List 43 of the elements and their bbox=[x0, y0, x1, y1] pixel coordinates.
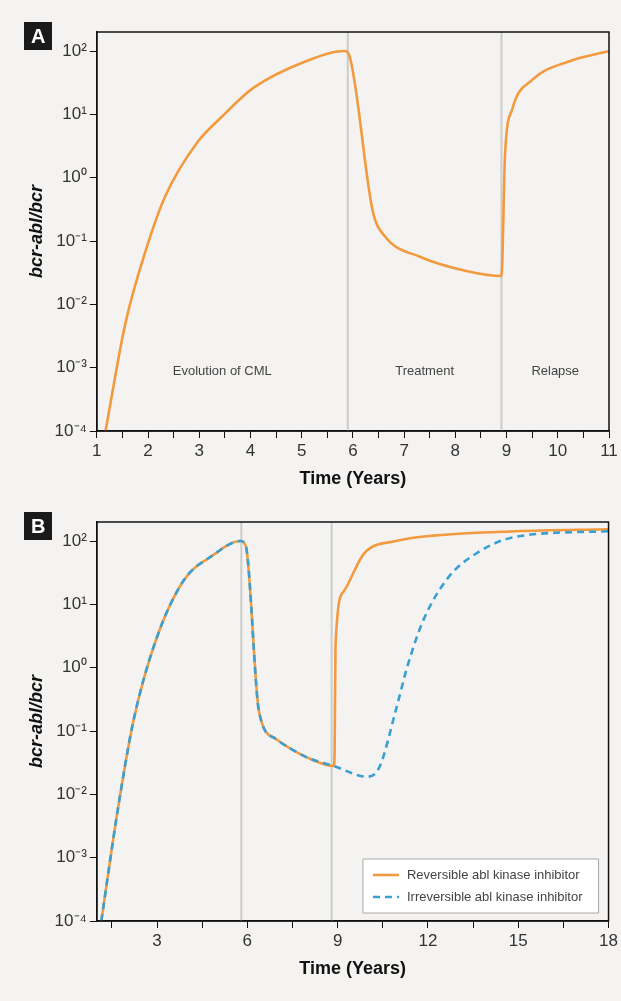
x-tick-label: 8 bbox=[450, 440, 461, 460]
line-series bbox=[104, 49, 611, 433]
x-tick-label: 2 bbox=[143, 440, 153, 460]
x-tick-label: 12 bbox=[418, 930, 438, 950]
x-tick-label: 15 bbox=[508, 930, 528, 950]
y-axis-title: bcr-abl/bcr bbox=[25, 674, 46, 769]
y-tick-label: 10⁰ bbox=[61, 657, 87, 677]
x-tick-label: 3 bbox=[194, 440, 204, 460]
x-axis-title: Time (Years) bbox=[299, 468, 407, 489]
y-tick-label: 10⁻³ bbox=[56, 847, 88, 867]
y-tick-label: 10² bbox=[62, 40, 88, 60]
chart-title: A bbox=[24, 22, 53, 50]
y-tick-label: 10⁻² bbox=[56, 294, 88, 314]
x-tick-label: 9 bbox=[501, 440, 512, 460]
x-tick-label: 4 bbox=[245, 440, 256, 460]
y-tick-label: 10² bbox=[62, 530, 88, 550]
y-tick-label: 10⁻¹ bbox=[56, 230, 88, 250]
annotation: Evolution of CML bbox=[172, 362, 272, 378]
y-tick-label: 10⁻² bbox=[56, 784, 88, 804]
annotation: Relapse bbox=[531, 362, 580, 378]
y-tick-label: 10⁻⁴ bbox=[54, 910, 87, 930]
x-tick-label: 7 bbox=[399, 440, 409, 460]
x-tick-label: 5 bbox=[296, 440, 307, 460]
y-tick-label: 10⁻³ bbox=[56, 357, 88, 377]
y-tick-label: 10¹ bbox=[62, 104, 88, 124]
x-tick-label: 9 bbox=[332, 930, 343, 950]
x-tick-label: 10 bbox=[548, 440, 568, 460]
x-tick-label: 6 bbox=[348, 440, 358, 460]
x-tick-label: 6 bbox=[242, 930, 253, 950]
y-tick-label: 10⁰ bbox=[61, 167, 87, 187]
y-axis-title: bcr-abl/bcr bbox=[25, 184, 46, 279]
x-tick-label: 11 bbox=[600, 440, 618, 460]
chart-title: B bbox=[24, 512, 53, 540]
legend-label: Irreversible abl kinase inhibitor bbox=[406, 888, 584, 904]
y-tick-label: 10¹ bbox=[62, 594, 88, 614]
x-tick-label: 1 bbox=[92, 440, 102, 460]
x-tick-label: 18 bbox=[599, 930, 619, 950]
y-tick-label: 10⁻¹ bbox=[56, 720, 88, 740]
annotation: Treatment bbox=[395, 362, 455, 378]
y-tick-label: 10⁻⁴ bbox=[54, 420, 87, 440]
legend-label: Reversible abl kinase inhibitor bbox=[406, 866, 581, 882]
x-tick-label: 3 bbox=[152, 930, 162, 950]
x-axis-title: Time (Years) bbox=[299, 958, 407, 979]
